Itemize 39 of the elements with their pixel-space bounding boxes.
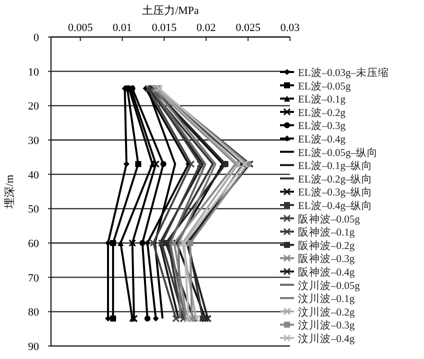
x-tick-label: 0.015 — [152, 22, 178, 34]
y-tick-label: 0 — [34, 32, 40, 44]
y-tick-label: 60 — [28, 238, 40, 250]
y-tick-label: 50 — [28, 204, 40, 216]
legend-label: 汶川波–0.05g — [298, 278, 361, 292]
y-axis-title: 埋深/m — [4, 174, 16, 210]
y-tick-label: 20 — [28, 100, 40, 113]
legend-label: EL波–0.05g–纵向 — [298, 146, 378, 159]
legend-label: 阪神波–0.1g — [298, 226, 356, 239]
legend-label: 阪神波–0.4g — [298, 266, 356, 278]
legend-label: EL波–0.03g–未压缩 — [298, 66, 389, 79]
y-tick-label: 30 — [28, 135, 40, 147]
y-tick-label: 10 — [28, 66, 40, 78]
legend-label: EL波–0.3g — [298, 119, 346, 132]
legend-label: EL波–0.1g–纵向 — [298, 159, 373, 172]
legend-label: EL波–0.4g — [298, 132, 346, 146]
y-tick-label: 70 — [28, 272, 40, 284]
legend-label: 阪神波–0.2g — [298, 238, 356, 252]
y-tick-label: 80 — [28, 306, 40, 319]
legend-label: 汶川波–0.4g — [298, 332, 356, 345]
legend-label: EL波–0.05g — [298, 79, 352, 92]
legend-label: 汶川波–0.3g — [298, 318, 356, 332]
x-tick-label: 0.03 — [280, 22, 300, 34]
legend-label: EL波–0.1g — [298, 92, 346, 106]
legend-label: 阪神波–0.3g — [298, 252, 356, 266]
x-tick-label: 0.01 — [112, 22, 132, 34]
legend-label: 汶川波–0.1g — [298, 292, 356, 306]
x-tick-label: 0.005 — [68, 22, 94, 34]
legend-label: EL波–0.2g–纵向 — [298, 172, 373, 186]
y-tick-label: 90 — [28, 341, 40, 353]
legend-label: EL波–0.3g–纵向 — [298, 186, 373, 199]
legend-label: 阪神波–0.05g — [298, 212, 361, 226]
legend-label: EL波–0.4g–纵向 — [298, 199, 373, 212]
y-tick-label: 40 — [28, 169, 40, 182]
x-axis-title: 土压力/MPa — [142, 4, 200, 17]
legend-label: 汶川波–0.2g — [298, 305, 356, 318]
x-tick-label: 0.025 — [236, 22, 261, 34]
x-tick-label: 0.02 — [196, 22, 216, 34]
legend-label: EL波–0.2g — [298, 106, 346, 119]
